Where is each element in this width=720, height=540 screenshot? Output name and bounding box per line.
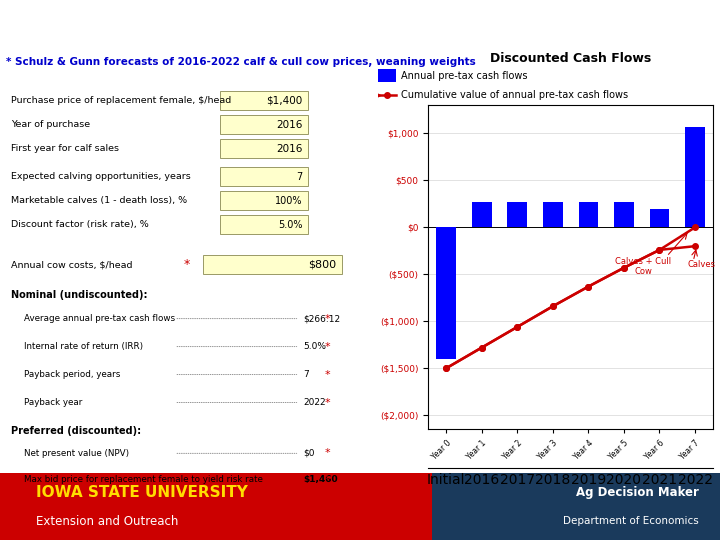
Text: Net present value (NPV): Net present value (NPV) (24, 449, 129, 458)
Text: Year of purchase: Year of purchase (12, 120, 91, 130)
Text: 7: 7 (297, 172, 303, 182)
FancyBboxPatch shape (220, 139, 308, 158)
Text: Calves: Calves (688, 260, 716, 268)
Text: *: * (325, 342, 330, 352)
Text: $1,460: $1,460 (304, 475, 338, 484)
Text: Calves + Cull
Cow: Calves + Cull Cow (616, 256, 672, 276)
Text: Ag Decision Maker: Ag Decision Maker (575, 486, 698, 500)
Text: Max bid price for replacement female to yield risk rate: Max bid price for replacement female to … (24, 475, 263, 484)
FancyBboxPatch shape (220, 115, 308, 134)
Text: Expected calving opportunities, years: Expected calving opportunities, years (12, 172, 191, 181)
Text: Extension and Outreach: Extension and Outreach (36, 515, 179, 528)
Bar (649, 208, 670, 227)
Text: $266.12: $266.12 (304, 314, 341, 323)
Text: 2022: 2022 (304, 398, 326, 407)
FancyBboxPatch shape (220, 215, 308, 234)
Text: Annual pre-tax cash flows: Annual pre-tax cash flows (402, 71, 528, 80)
Bar (472, 202, 492, 227)
Text: Cumulative value of annual pre-tax cash flows: Cumulative value of annual pre-tax cash … (402, 90, 629, 100)
Text: $800: $800 (308, 260, 336, 269)
Text: Purchase price of replacement female, $/head: Purchase price of replacement female, $/… (12, 96, 232, 105)
Text: IOWA STATE UNIVERSITY: IOWA STATE UNIVERSITY (36, 485, 248, 500)
Text: 5.0%: 5.0% (304, 342, 327, 351)
Text: Preferred (discounted):: Preferred (discounted): (12, 426, 142, 436)
Bar (543, 202, 562, 227)
Text: 2016: 2016 (276, 120, 303, 130)
Text: *: * (325, 397, 330, 408)
FancyBboxPatch shape (220, 167, 308, 186)
Bar (579, 202, 598, 227)
Text: Department of Economics: Department of Economics (562, 516, 698, 526)
Text: Internal rate of return (IRR): Internal rate of return (IRR) (24, 342, 143, 351)
Text: $0: $0 (304, 449, 315, 458)
Text: Discount factor (risk rate), %: Discount factor (risk rate), % (12, 220, 149, 230)
Bar (378, 69, 397, 82)
Text: *: * (325, 448, 330, 458)
Text: Payback period, years: Payback period, years (24, 370, 120, 379)
Text: 5.0%: 5.0% (279, 220, 303, 229)
Bar (436, 227, 456, 359)
Bar (508, 202, 527, 227)
Bar (614, 202, 634, 227)
Text: Discounted Cash Flows: Discounted Cash Flows (490, 51, 651, 65)
Text: Average annual pre-tax cash flows: Average annual pre-tax cash flows (24, 314, 175, 323)
Bar (685, 127, 705, 227)
Bar (0, 472, 432, 540)
Text: *: * (184, 258, 190, 271)
Text: Marketable calves (1 - death loss), %: Marketable calves (1 - death loss), % (12, 196, 187, 205)
Bar (432, 472, 720, 540)
Text: * Schulz & Gunn forecasts of 2016-2022 calf & cull cow prices, weaning weights: * Schulz & Gunn forecasts of 2016-2022 c… (6, 57, 475, 67)
FancyBboxPatch shape (203, 255, 342, 274)
Text: *: * (325, 369, 330, 380)
Text: *: * (325, 475, 330, 485)
FancyBboxPatch shape (220, 191, 308, 211)
Text: 2016: 2016 (276, 144, 303, 154)
Text: First year for calf sales: First year for calf sales (12, 144, 120, 153)
Text: Annual cow costs, $/head: Annual cow costs, $/head (12, 260, 133, 269)
Text: 100%: 100% (275, 196, 303, 206)
Text: *: * (325, 314, 330, 323)
FancyBboxPatch shape (220, 91, 308, 111)
Text: Payback year: Payback year (24, 398, 82, 407)
Text: 7: 7 (304, 370, 310, 379)
Text: $1,400: $1,400 (266, 96, 303, 106)
Text: Net Present Value of Beef Replacement Females: Net Present Value of Beef Replacement Fe… (56, 22, 664, 43)
Text: Nominal (undiscounted):: Nominal (undiscounted): (12, 289, 148, 300)
